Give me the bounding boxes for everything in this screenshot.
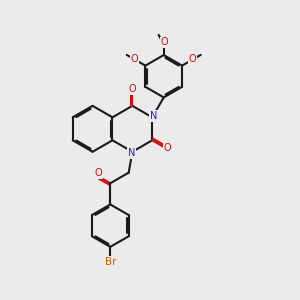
Text: O: O [94,168,102,178]
Text: O: O [131,54,139,64]
Text: N: N [128,148,135,158]
Text: O: O [160,38,168,47]
Text: N: N [128,148,135,158]
Text: Br: Br [105,257,116,267]
Text: N: N [150,111,157,121]
Text: O: O [189,54,196,64]
Text: O: O [164,143,171,153]
Text: O: O [129,84,136,94]
Text: O: O [129,84,136,94]
Text: O: O [164,143,171,153]
Text: N: N [150,111,157,121]
